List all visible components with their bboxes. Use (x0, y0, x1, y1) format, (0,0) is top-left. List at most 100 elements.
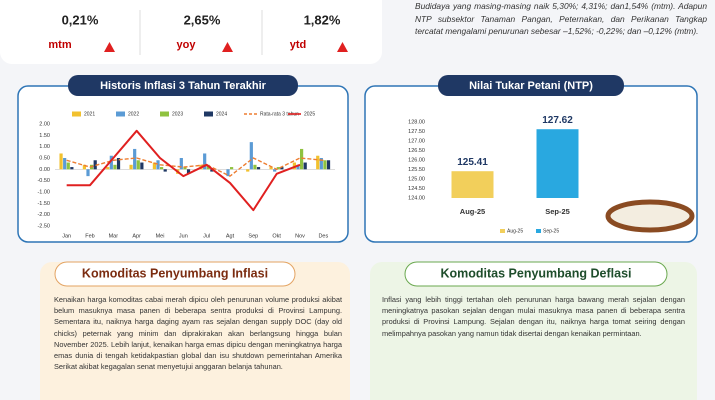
bar (66, 162, 70, 170)
line (66, 129, 301, 212)
legend-swatch (204, 111, 213, 117)
bar (280, 167, 284, 170)
legend-swatch (536, 229, 541, 233)
legend-swatch (116, 111, 125, 117)
bar (273, 169, 277, 172)
title-pill (54, 261, 296, 287)
legend-label: 2023 (172, 111, 183, 117)
legend-label: 2024 (216, 111, 227, 117)
up-arrow (337, 42, 348, 52)
section-title: Komoditas Penyumbang Deflasi (440, 266, 631, 280)
bar (136, 160, 140, 170)
stat-label: mtm (48, 39, 71, 51)
legend-label: Rata-rata 3 tahun (260, 111, 299, 117)
bar (451, 171, 494, 198)
stats-card (0, 0, 382, 64)
bar (230, 167, 234, 170)
x-tick-label: Agt (226, 233, 235, 239)
bar (303, 162, 307, 170)
x-tick-label: Des (318, 233, 328, 239)
bar (160, 167, 164, 170)
bar (133, 148, 137, 170)
x-tick-label: Aug-25 (460, 207, 485, 216)
summary: Budidaya yang masing-masing naik 5,30%; … (415, 1, 707, 36)
bar (63, 158, 67, 170)
y-tick-label: 124.00 (408, 195, 425, 201)
bar (326, 160, 331, 170)
legend-label: 2025 (304, 111, 315, 117)
title-pill (68, 75, 298, 96)
bar (249, 142, 253, 170)
x-tick-label: Sep (248, 233, 258, 239)
x-tick-label: Feb (85, 233, 94, 239)
legend-label: Aug-25 (507, 228, 523, 234)
y-tick-label: 124.50 (408, 186, 425, 192)
bar (70, 167, 74, 170)
x-tick-label: Sep-25 (545, 207, 570, 216)
bar (256, 167, 261, 170)
legend-label: 2021 (84, 111, 95, 117)
bar (296, 164, 300, 170)
bar (276, 167, 280, 170)
y-tick-label: 126.50 (408, 148, 425, 154)
bar (140, 162, 144, 170)
y-tick-label: 125.50 (408, 167, 425, 173)
chart-title: Historis Inflasi 3 Tahun Terakhir (100, 80, 267, 92)
bar (113, 164, 117, 170)
x-tick-label: Apr (132, 233, 141, 239)
bar (246, 169, 250, 172)
bar (226, 169, 230, 177)
section-title: Komoditas Penyumbang Inflasi (82, 266, 268, 280)
x-tick-label: Nov (295, 233, 305, 239)
y-tick-label: 127.00 (408, 138, 425, 144)
bar (163, 169, 167, 172)
legend-label: Sep-25 (543, 228, 559, 234)
bar (536, 129, 579, 198)
legend-label: 2022 (128, 111, 139, 117)
paragraph: Inflasi yang lebih tinggi tertahan oleh … (382, 295, 685, 338)
x-tick-label: Jul (203, 233, 210, 239)
bar (179, 158, 183, 170)
y-tick-label: -1.00 (37, 189, 50, 195)
legend-swatch (160, 111, 169, 117)
x-tick-label: Mar (109, 233, 119, 239)
paragraph: Kenaikan harga komoditas cabai merah dip… (54, 295, 342, 372)
bar (106, 167, 110, 170)
bar (129, 164, 133, 170)
value-label: 127.62 (542, 115, 573, 126)
title-pill (404, 261, 668, 287)
bar (210, 169, 214, 172)
x-tick-label: Jun (179, 233, 188, 239)
x-tick-label: Jan (62, 233, 71, 239)
bar (269, 167, 273, 170)
bar (323, 160, 327, 170)
y-tick-label: 1.50 (39, 133, 50, 139)
y-tick-label: 127.50 (408, 129, 425, 135)
y-tick-label: 0.50 (39, 155, 50, 161)
bar (156, 160, 160, 170)
y-tick-label: 128.00 (408, 119, 425, 125)
stat-value: 1,82% (304, 12, 341, 27)
y-tick-label: -2.00 (37, 212, 50, 218)
y-tick-label: 125.00 (408, 176, 425, 182)
stat-value: 0,21% (62, 12, 99, 27)
title-pill (438, 75, 624, 96)
bar (183, 167, 187, 170)
bar (116, 158, 121, 170)
up-arrow (104, 42, 115, 52)
bar (203, 153, 207, 170)
y-tick-label: -2.50 (37, 223, 50, 229)
bar (109, 155, 113, 170)
stat-label: yoy (177, 39, 197, 51)
stat-value: 2,65% (184, 12, 221, 27)
bar (186, 169, 191, 174)
up-arrow (222, 42, 233, 52)
stat-label: ytd (290, 39, 307, 51)
value-label: 125.41 (457, 157, 488, 168)
bar (316, 155, 320, 170)
bar (152, 162, 156, 170)
bar (253, 164, 257, 170)
y-tick-label: 126.00 (408, 157, 425, 163)
